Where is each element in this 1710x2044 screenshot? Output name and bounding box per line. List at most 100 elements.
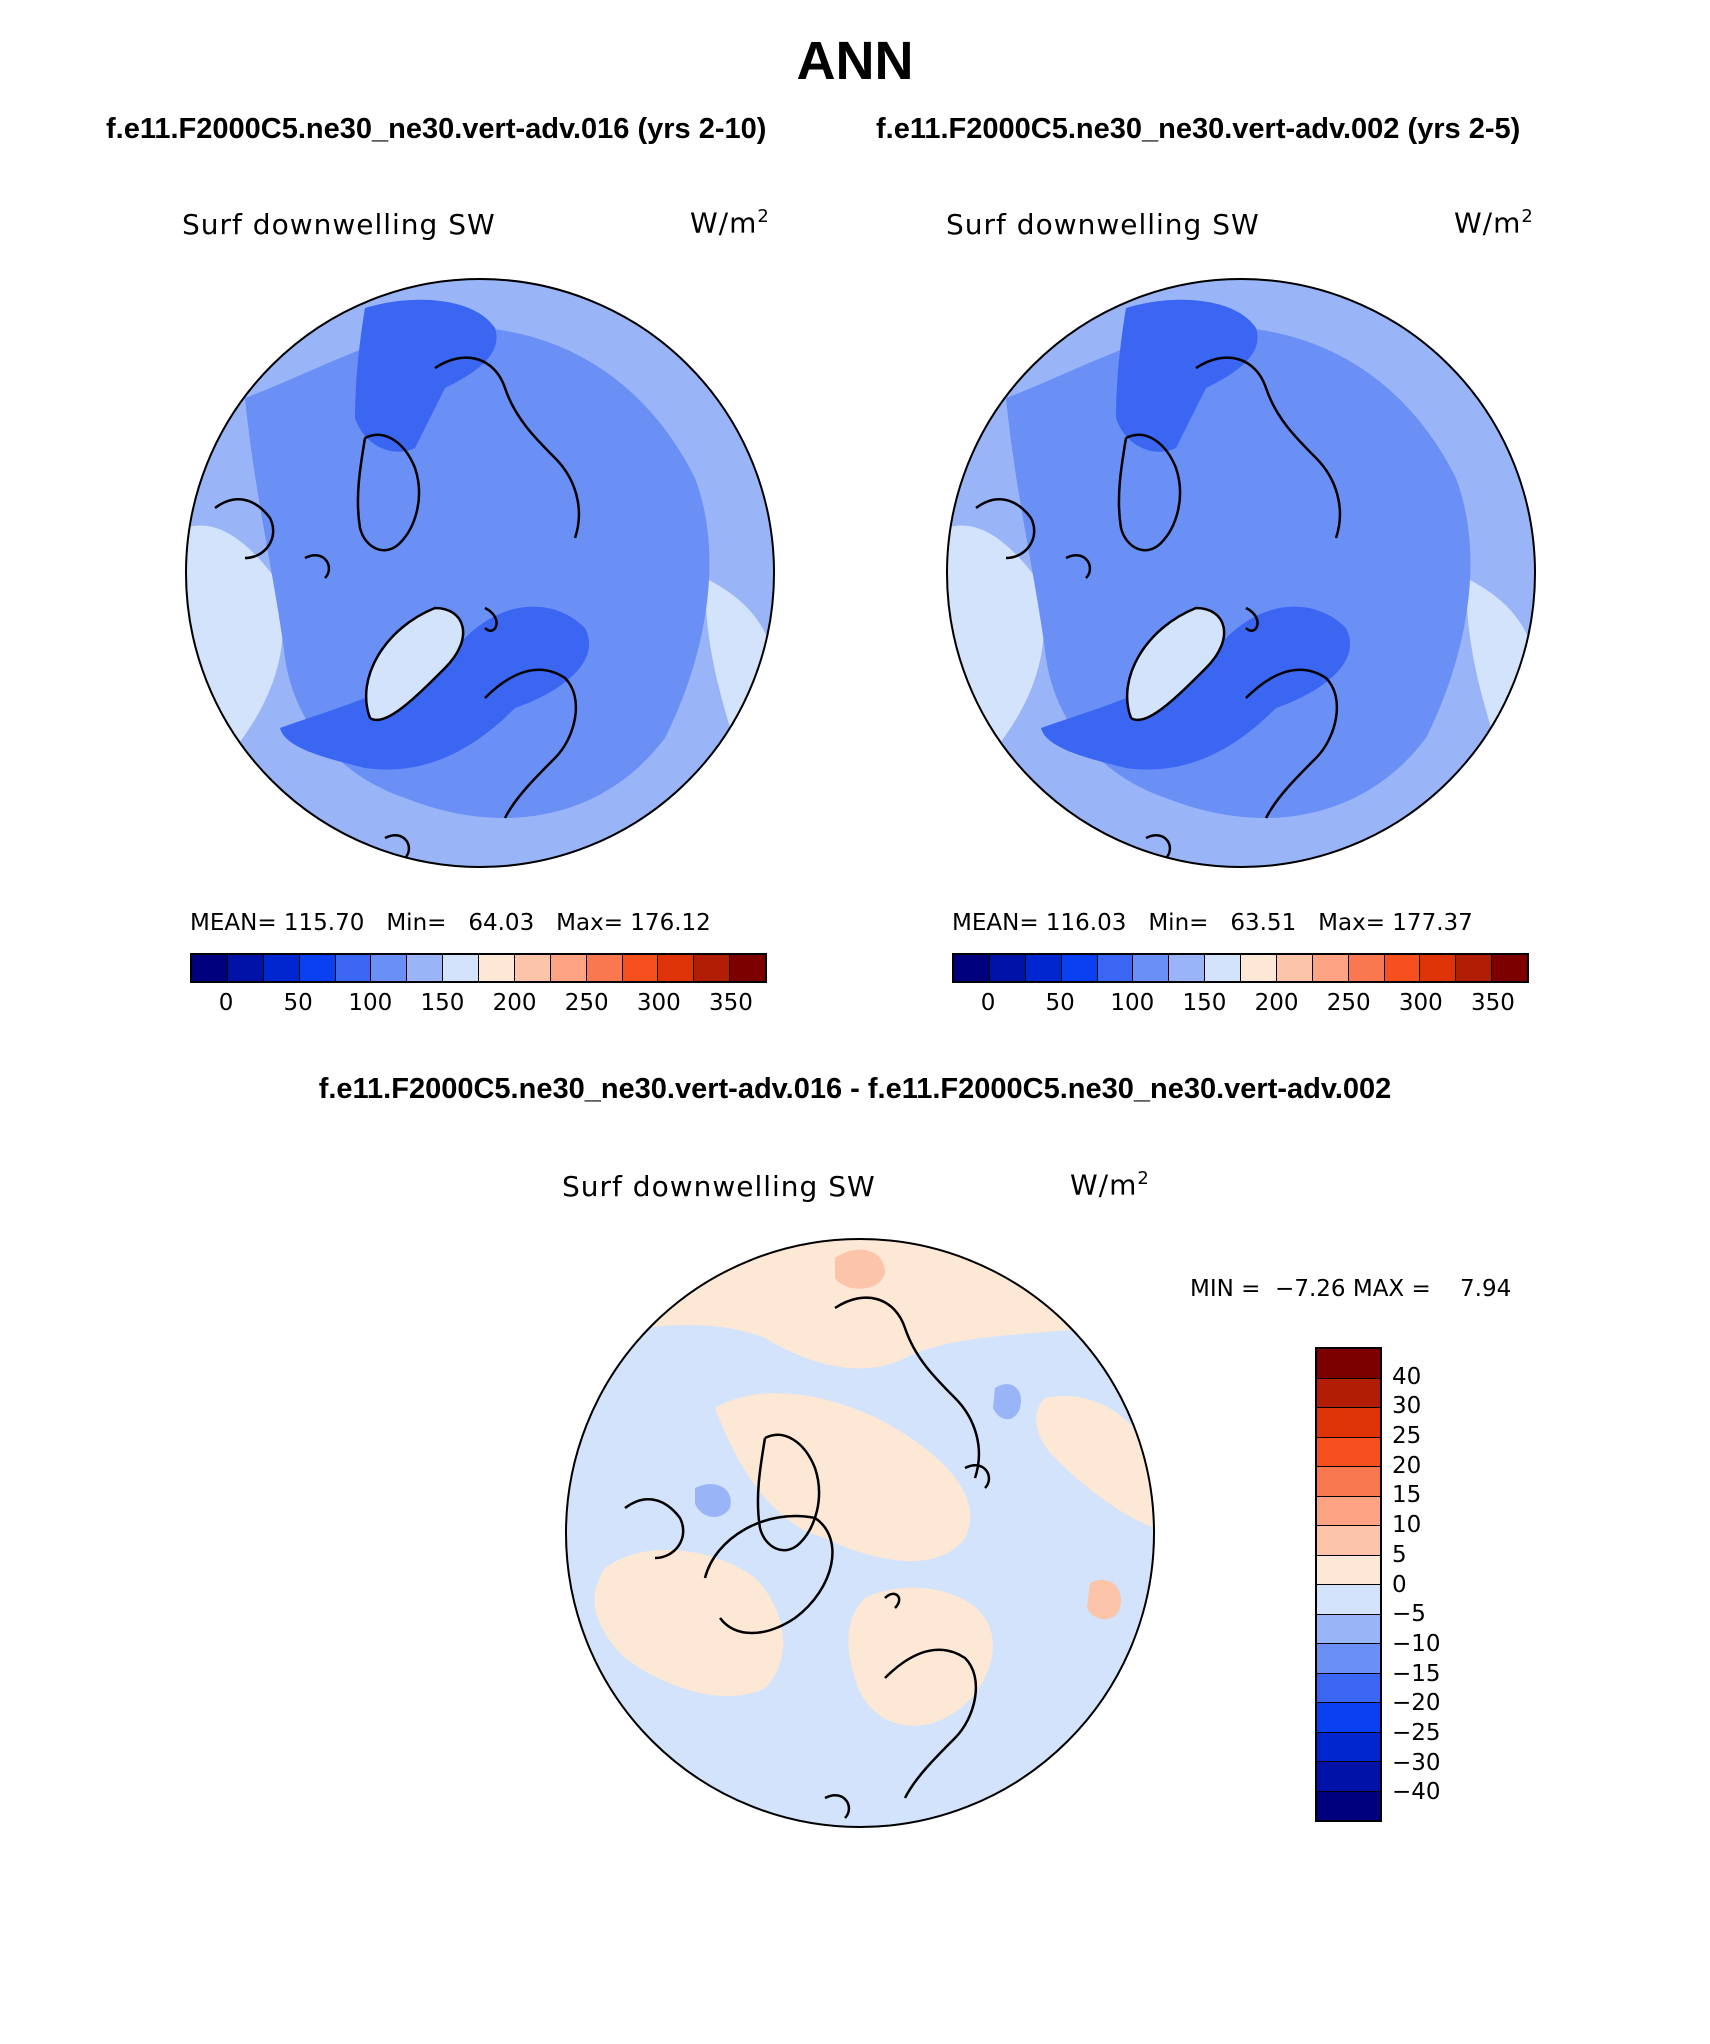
colorbar-left-swatch [299, 955, 336, 981]
colorbar-difference-swatch [1317, 1467, 1380, 1497]
colorbar-left-swatch [371, 955, 408, 981]
colorbar-difference-swatch [1317, 1644, 1380, 1674]
difference-title: f.e11.F2000C5.ne30_ne30.vert-adv.016 - f… [318, 1073, 1392, 1105]
colorbar-right-swatch [1456, 955, 1493, 981]
colorbar-left-swatch [192, 955, 228, 981]
colorbar-right-swatch [954, 955, 990, 981]
colorbar-difference-swatch [1317, 1732, 1380, 1762]
colorbar-right-swatch [1348, 955, 1385, 981]
colorbar-left [190, 953, 767, 983]
stats-left: MEAN= 115.70 Min= 64.03 Max= 176.12 [190, 910, 711, 936]
colorbar-difference-tick-label: 40 [1392, 1363, 1422, 1390]
colorbar-right-swatch [1205, 955, 1241, 981]
case-title-right: f.e11.F2000C5.ne30_ne30.vert-adv.002 (yr… [876, 113, 1521, 145]
colorbar-left-tick-label: 300 [636, 990, 681, 1016]
colorbar-difference-swatch [1317, 1349, 1380, 1379]
colorbar-right-tick-label: 0 [980, 990, 996, 1016]
colorbar-left-swatch [730, 955, 765, 981]
colorbar-left-swatch [586, 955, 623, 981]
colorbar-left-tick-label: 200 [492, 990, 537, 1016]
variable-label-left: Surf downwelling SW [182, 208, 496, 241]
colorbar-right-swatch [1061, 955, 1098, 981]
variable-label-diff: Surf downwelling SW [562, 1170, 876, 1203]
colorbar-difference-swatch [1317, 1437, 1380, 1467]
colorbar-difference-swatch [1317, 1408, 1380, 1438]
colorbar-left-swatch [335, 955, 372, 981]
colorbar-difference-tick-label: 20 [1392, 1452, 1422, 1479]
colorbar-difference [1315, 1347, 1382, 1822]
colorbar-right-swatch [1276, 955, 1313, 981]
colorbar-right-swatch [1492, 955, 1527, 981]
case-title-left: f.e11.F2000C5.ne30_ne30.vert-adv.016 (yr… [106, 113, 767, 145]
colorbar-left-swatch [550, 955, 587, 981]
colorbar-difference-swatch [1317, 1703, 1380, 1733]
colorbar-left-tick-label: 350 [708, 990, 753, 1016]
colorbar-left-swatch [479, 955, 515, 981]
colorbar-difference-tick-label: −20 [1392, 1690, 1441, 1717]
colorbar-right-tick-label: 250 [1326, 990, 1371, 1016]
polar-map-right [946, 278, 1536, 868]
colorbar-right-swatch [1169, 955, 1206, 981]
colorbar-difference-tick-label: 0 [1392, 1571, 1407, 1598]
colorbar-right-tick-label: 200 [1254, 990, 1299, 1016]
colorbar-difference-swatch [1317, 1496, 1380, 1526]
colorbar-right-swatch [1097, 955, 1134, 981]
colorbar-left-tick-label: 250 [564, 990, 609, 1016]
colorbar-right-tick-label: 350 [1470, 990, 1515, 1016]
colorbar-left-swatch [443, 955, 479, 981]
units-label-diff: W/m2 [1070, 1168, 1150, 1202]
colorbar-difference-swatch [1317, 1762, 1380, 1792]
colorbar-left-swatch [227, 955, 264, 981]
units-label-right: W/m2 [1454, 206, 1534, 240]
colorbar-right-swatch [1241, 955, 1277, 981]
colorbar-difference-swatch [1317, 1791, 1380, 1820]
colorbar-difference-tick-label: 25 [1392, 1423, 1422, 1450]
variable-label-right: Surf downwelling SW [946, 208, 1260, 241]
colorbar-left-ticks: 0 50 100 150 200 250 300 350 [190, 990, 767, 1020]
colorbar-difference-tick-label: −5 [1392, 1601, 1426, 1628]
colorbar-right-swatch [1420, 955, 1457, 981]
colorbar-right-ticks: 0 50 100 150 200 250 300 350 [952, 990, 1529, 1020]
colorbar-difference-tick-label: 30 [1392, 1393, 1422, 1420]
colorbar-left-tick-label: 0 [218, 990, 234, 1016]
colorbar-left-swatch [407, 955, 444, 981]
colorbar-difference-tick-label: −25 [1392, 1719, 1441, 1746]
colorbar-difference-ticks: 40 30 25 20 15 10 5 0 −5 −10 −15 −20 −25 −30 −40 [1392, 1347, 1472, 1822]
colorbar-difference-swatch [1317, 1378, 1380, 1408]
colorbar-difference-swatch [1317, 1585, 1380, 1615]
colorbar-difference-swatch [1317, 1555, 1380, 1585]
colorbar-right-tick-label: 50 [1045, 990, 1075, 1016]
stats-right: MEAN= 116.03 Min= 63.51 Max= 177.37 [952, 910, 1473, 936]
colorbar-difference-swatch [1317, 1614, 1380, 1644]
colorbar-left-tick-label: 50 [283, 990, 313, 1016]
colorbar-difference-tick-label: −10 [1392, 1630, 1441, 1657]
colorbar-right-swatch [1133, 955, 1170, 981]
units-label-left: W/m2 [690, 206, 770, 240]
colorbar-difference-tick-label: 5 [1392, 1541, 1407, 1568]
polar-map-difference [565, 1238, 1155, 1828]
colorbar-right-swatch [1384, 955, 1421, 981]
figure-title: ANN [796, 31, 914, 91]
colorbar-difference-tick-label: 10 [1392, 1512, 1422, 1539]
colorbar-right-tick-label: 100 [1110, 990, 1155, 1016]
colorbar-right-tick-label: 300 [1398, 990, 1443, 1016]
colorbar-right-tick-label: 150 [1182, 990, 1227, 1016]
polar-map-left [185, 278, 775, 868]
colorbar-difference-tick-label: 15 [1392, 1482, 1422, 1509]
colorbar-right-swatch [1312, 955, 1349, 981]
diff-stats: MIN = −7.26 MAX = 7.94 [1190, 1276, 1512, 1302]
colorbar-left-swatch [514, 955, 551, 981]
colorbar-difference-swatch [1317, 1673, 1380, 1703]
colorbar-right [952, 953, 1529, 983]
colorbar-right-swatch [989, 955, 1026, 981]
colorbar-difference-tick-label: −30 [1392, 1749, 1441, 1776]
colorbar-left-tick-label: 100 [348, 990, 393, 1016]
colorbar-left-swatch [263, 955, 300, 981]
colorbar-difference-swatch [1317, 1526, 1380, 1556]
colorbar-left-swatch [658, 955, 695, 981]
colorbar-left-swatch [694, 955, 731, 981]
colorbar-difference-tick-label: −15 [1392, 1660, 1441, 1687]
colorbar-left-swatch [622, 955, 659, 981]
colorbar-left-tick-label: 150 [420, 990, 465, 1016]
colorbar-difference-tick-label: −40 [1392, 1779, 1441, 1806]
